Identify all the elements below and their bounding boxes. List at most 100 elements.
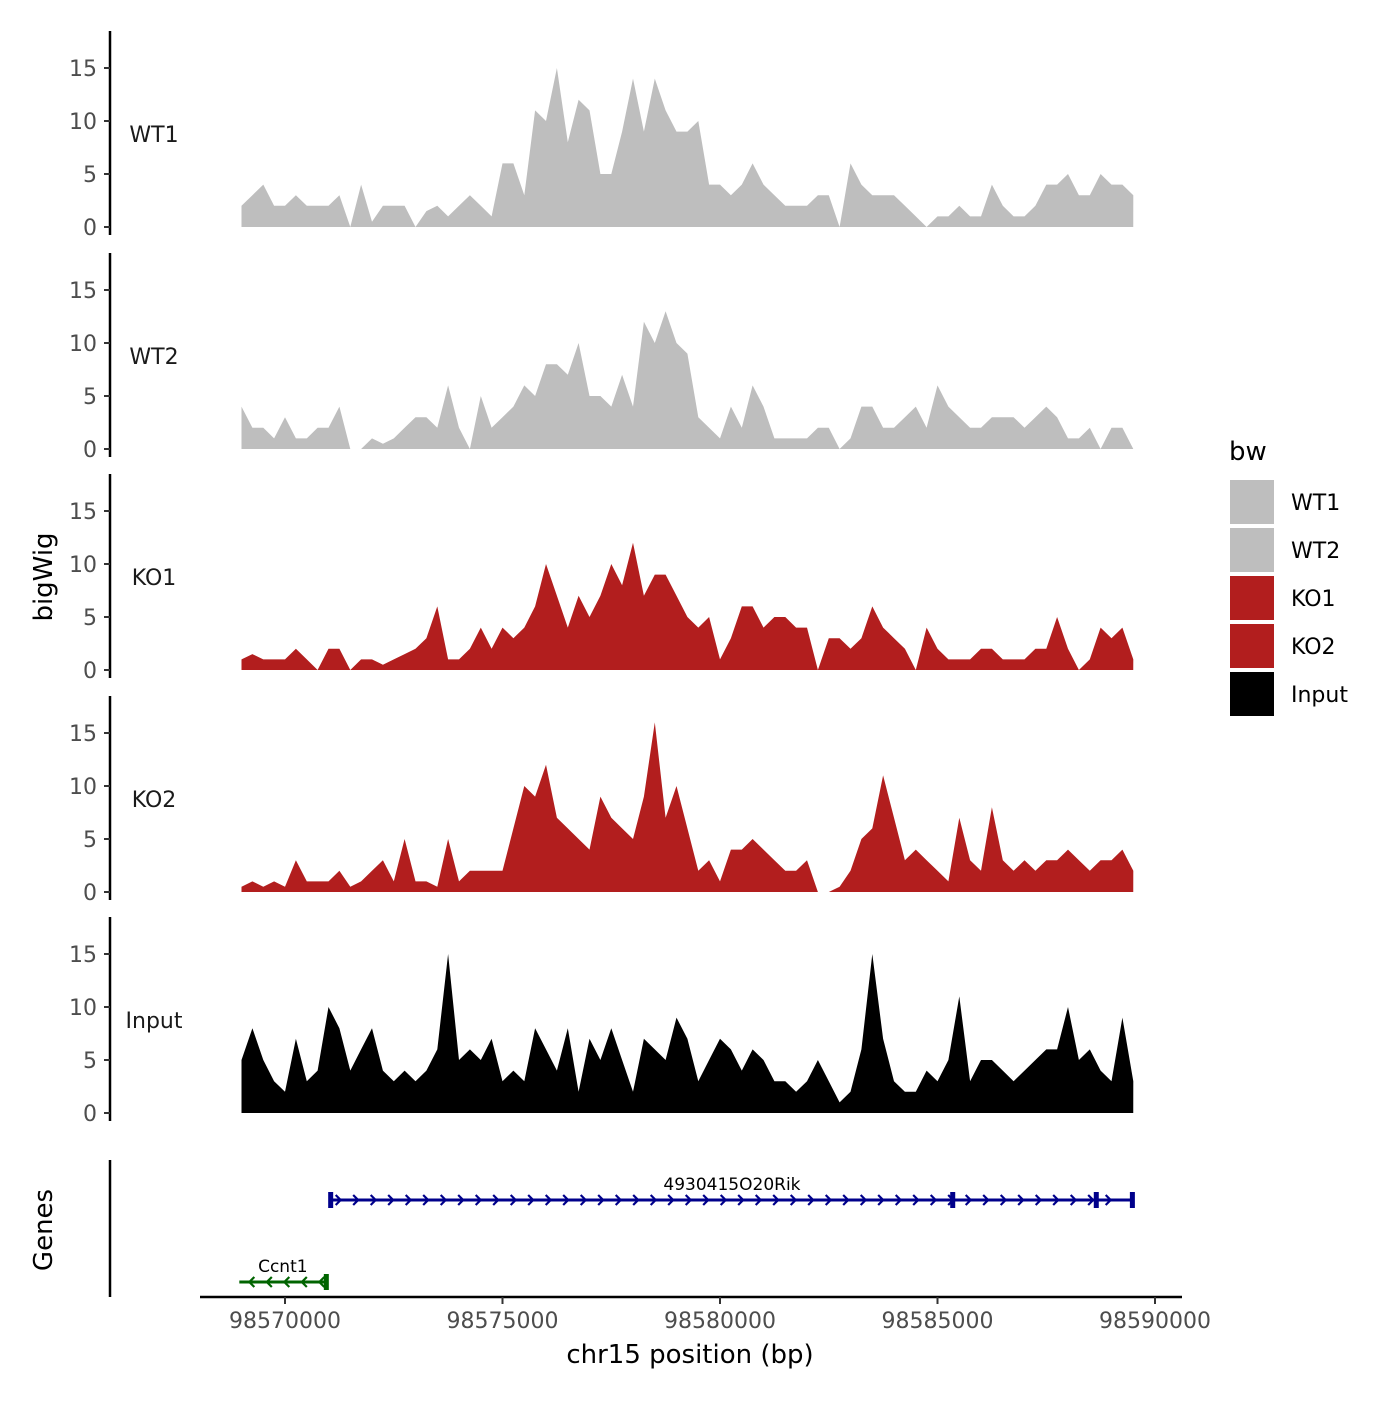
strand-arrow-right-icon [1069,1194,1078,1206]
strand-arrow-left-icon [300,1276,308,1288]
gene-label: Ccnt1 [258,1257,307,1277]
y-tick-label: 15 [69,943,97,968]
strand-arrow-right-icon [772,1194,780,1206]
exon [950,1192,956,1208]
strand-arrow-right-icon [824,1194,833,1206]
gene-ccnt1: Ccnt1 [239,1257,329,1290]
legend-key-wt1 [1230,480,1274,524]
strand-arrow-right-icon [527,1194,535,1206]
strand-arrow-right-icon [369,1194,378,1206]
track-input: 0 5 10 15 Input [69,917,1134,1127]
legend-label: Input [1291,683,1348,708]
legend-title: bw [1229,437,1267,467]
track-label: Input [126,1009,183,1034]
exon [323,1274,329,1290]
signal-area-input [241,954,1134,1113]
exon [328,1192,334,1208]
strand-arrow-right-icon [859,1194,868,1206]
x-tick-label: 98570000 [229,1309,341,1334]
strand-arrow-right-icon [562,1194,570,1206]
y-tick-label: 15 [69,500,97,525]
strand-arrow-right-icon [719,1194,728,1206]
strand-arrow-right-icon [999,1194,1008,1206]
strand-arrow-right-icon [334,1194,343,1206]
strand-arrow-right-icon [439,1194,448,1206]
exon [1093,1192,1099,1208]
strand-arrow-right-icon [509,1194,518,1206]
y-tick-label: 5 [83,385,97,410]
strand-arrow-right-icon [492,1194,500,1206]
y-tick-label: 15 [69,722,97,747]
strand-arrow-right-icon [684,1194,693,1206]
strand-arrow-left-icon [282,1276,291,1288]
strand-arrow-right-icon [457,1194,465,1206]
track-wt2: 0 5 10 15 WT2 [69,253,1134,463]
y-tick-label: 0 [83,216,97,241]
track-label: WT2 [129,345,178,370]
strand-arrow-right-icon [807,1194,815,1206]
legend-key-ko2 [1230,624,1274,668]
track-label: WT1 [129,123,178,148]
strand-arrow-right-icon [544,1194,553,1206]
y-tick-label: 5 [83,828,97,853]
signal-area-ko2 [241,722,1134,892]
strand-arrow-right-icon [1017,1194,1025,1206]
strand-arrow-right-icon [632,1194,640,1206]
strand-arrow-right-icon [702,1194,710,1206]
strand-arrow-right-icon [1087,1194,1095,1206]
strand-arrow-right-icon [789,1194,798,1206]
strand-arrow-right-icon [667,1194,675,1206]
strand-arrow-right-icon [1104,1194,1113,1206]
y-axis-title: bigWig [29,532,59,621]
strand-arrow-right-icon [877,1194,885,1206]
signal-area-wt2 [241,311,1134,449]
genes-axis-title: Genes [29,1189,59,1271]
track-label: KO2 [132,788,177,813]
strand-arrow-right-icon [597,1194,605,1206]
strand-arrow-left-icon [317,1276,326,1288]
x-tick-label: 98585000 [882,1309,994,1334]
x-tick-label: 98575000 [447,1309,559,1334]
y-tick-label: 10 [69,996,97,1021]
exon [1129,1192,1135,1208]
signal-area-wt1 [241,68,1134,227]
track-label: KO1 [132,566,177,591]
strand-arrow-right-icon [474,1194,483,1206]
legend-key-ko1 [1230,576,1274,620]
legend-key-input [1230,672,1274,716]
y-tick-label: 0 [83,881,97,906]
strand-arrow-right-icon [352,1194,360,1206]
strand-arrow-left-icon [247,1276,256,1288]
strand-arrow-right-icon [387,1194,395,1206]
y-tick-label: 5 [83,163,97,188]
gene-label: 4930415O20Rik [663,1175,800,1195]
legend-label: KO1 [1291,587,1336,612]
y-tick-label: 0 [83,1102,97,1127]
x-tick-label: 98580000 [664,1309,776,1334]
legend-key-wt2 [1230,528,1274,572]
x-tick-label: 98590000 [1099,1309,1211,1334]
strand-arrow-right-icon [579,1194,588,1206]
strand-arrow-right-icon [1052,1194,1060,1206]
track-ko1: 0 5 10 15 KO1 [69,474,1134,684]
x-axis-title: chr15 position (bp) [566,1340,813,1370]
strand-arrow-right-icon [1034,1194,1043,1206]
y-tick-label: 0 [83,659,97,684]
legend-label: WT2 [1291,539,1340,564]
strand-arrow-right-icon [614,1194,623,1206]
strand-arrow-right-icon [894,1194,903,1206]
strand-arrow-right-icon [964,1194,973,1206]
strand-arrow-right-icon [929,1194,938,1206]
y-tick-label: 0 [83,438,97,463]
strand-arrow-right-icon [422,1194,430,1206]
gene-4930415o20rik: 4930415O20Rik [328,1175,1135,1208]
y-tick-label: 10 [69,553,97,578]
strand-arrow-right-icon [649,1194,658,1206]
y-tick-label: 10 [69,110,97,135]
y-tick-label: 5 [83,606,97,631]
legend-label: KO2 [1291,635,1336,660]
strand-arrow-right-icon [737,1194,745,1206]
y-tick-label: 15 [69,279,97,304]
strand-arrow-right-icon [982,1194,990,1206]
